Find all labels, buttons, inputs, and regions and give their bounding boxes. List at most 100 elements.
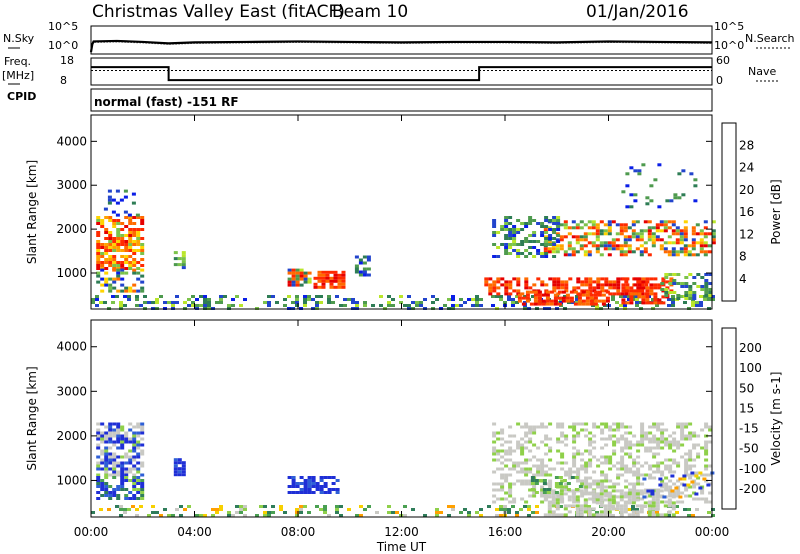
power-cell	[528, 234, 533, 237]
velocity-cell	[319, 508, 323, 511]
velocity-cell	[704, 497, 709, 501]
power-cell	[631, 235, 636, 239]
power-cell	[536, 249, 541, 252]
velocity-cell	[530, 488, 535, 491]
power-cell	[116, 289, 121, 293]
power-cell	[112, 277, 117, 281]
velocity-cell	[132, 479, 137, 482]
power-cell	[571, 226, 576, 230]
velocity-cell	[690, 471, 695, 475]
velocity-cell	[492, 488, 497, 492]
power-cell	[579, 238, 584, 242]
velocity-cell	[700, 497, 705, 501]
velocity-cell	[648, 476, 653, 480]
power-cell	[708, 294, 713, 297]
power-cell	[597, 290, 602, 294]
power-cell	[528, 222, 533, 225]
power-cell	[683, 247, 688, 251]
velocity-cell	[587, 505, 591, 508]
velocity-cell	[552, 467, 557, 471]
velocity-cell	[181, 470, 186, 474]
power-cell	[633, 169, 638, 173]
velocity-cell	[311, 491, 316, 494]
velocity-cell	[96, 443, 101, 447]
power-cell	[525, 296, 530, 300]
power-cell	[115, 295, 119, 298]
velocity-cell	[667, 510, 672, 514]
velocity-cell	[307, 485, 312, 488]
velocity-cell	[124, 461, 129, 465]
velocity-cell	[611, 489, 616, 493]
velocity-cell	[100, 482, 105, 485]
velocity-cell	[128, 467, 133, 471]
power-cell	[508, 231, 513, 234]
velocity-cell	[179, 514, 183, 517]
velocity-cell	[504, 464, 509, 468]
velocity-cell	[287, 485, 292, 488]
velocity-cell	[668, 491, 673, 495]
velocity-cell	[315, 485, 320, 488]
velocity-cell	[556, 440, 561, 444]
velocity-cell	[100, 458, 105, 462]
power-cell	[671, 241, 676, 245]
power-cell	[571, 253, 576, 257]
velocity-cell	[660, 428, 665, 432]
power-cell	[143, 295, 147, 298]
velocity-cell	[696, 476, 701, 480]
power-cell	[516, 280, 521, 284]
power-cell	[595, 229, 600, 233]
power-cell	[132, 264, 137, 267]
power-cell	[123, 195, 128, 199]
power-cell	[492, 222, 497, 225]
velocity-cell	[611, 514, 615, 517]
power-cell	[104, 277, 109, 281]
power-cell	[108, 289, 113, 293]
velocity-cells	[91, 422, 715, 517]
power-cell	[307, 280, 312, 284]
velocity-cell	[492, 482, 497, 486]
velocity-cell	[631, 508, 635, 511]
velocity-cell	[295, 491, 300, 494]
velocity-ytick-label: 1000	[56, 473, 87, 487]
power-cell	[337, 282, 342, 286]
velocity-cell	[680, 437, 685, 441]
power-cell	[199, 304, 203, 307]
power-cell	[688, 291, 693, 294]
velocity-cell	[211, 514, 215, 517]
velocity-cell	[711, 508, 715, 511]
velocity-cell	[104, 437, 109, 441]
power-cell	[516, 219, 521, 222]
power-cell	[516, 252, 521, 255]
power-cell	[321, 282, 326, 286]
velocity-cell	[375, 511, 379, 514]
velocity-cell	[559, 513, 564, 517]
velocity-cell	[627, 498, 632, 502]
velocity-cell	[564, 461, 569, 465]
power-cell	[124, 267, 129, 270]
velocity-cell	[140, 461, 145, 465]
power-cell	[675, 232, 680, 236]
velocity-cell	[567, 495, 572, 499]
velocity-cell	[678, 477, 683, 481]
power-cell	[516, 243, 521, 246]
power-cell	[563, 250, 568, 254]
velocity-cell	[672, 449, 677, 453]
power-cell	[640, 289, 645, 293]
velocity-cell	[575, 504, 580, 508]
power-cell	[711, 232, 716, 236]
power-cell	[99, 301, 103, 304]
power-cell	[136, 249, 141, 252]
power-cell	[616, 283, 621, 287]
power-cell	[552, 222, 557, 225]
power-cell	[112, 222, 117, 225]
power-cell	[669, 289, 674, 293]
freq-frame	[90, 57, 713, 86]
power-cell	[540, 231, 545, 234]
velocity-cell	[667, 504, 672, 508]
velocity-cell	[108, 440, 113, 444]
velocity-cell	[611, 507, 616, 511]
velocity-cell	[287, 476, 292, 479]
velocity-cell	[644, 461, 649, 465]
power-cell	[177, 257, 182, 261]
